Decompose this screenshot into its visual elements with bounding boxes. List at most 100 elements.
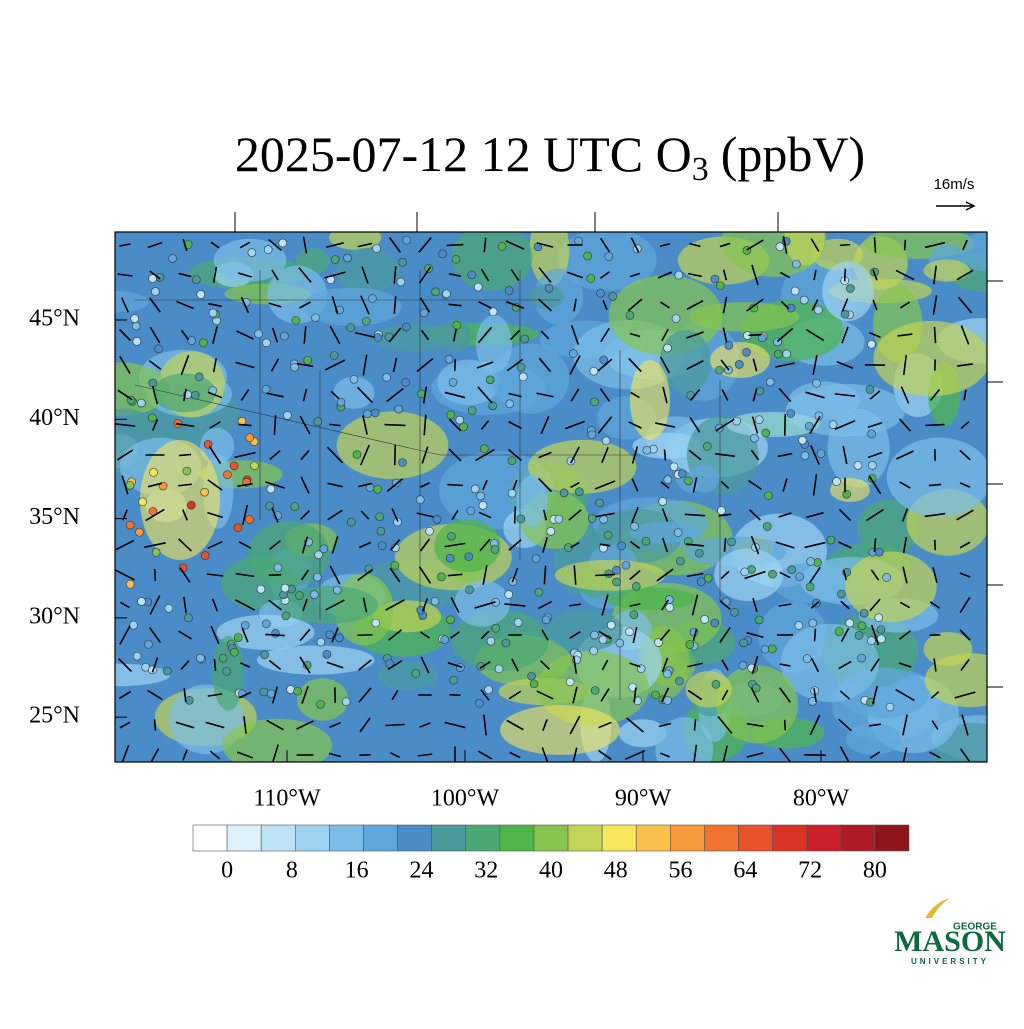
station (230, 648, 238, 656)
lon-label: 80°W (793, 786, 850, 812)
logo: GEORGE MASON UNIVERSITY (894, 898, 1006, 966)
station (764, 492, 772, 500)
colorbar-box (602, 825, 636, 851)
wind-vector (238, 424, 251, 425)
station (687, 391, 695, 399)
station (599, 636, 607, 644)
station (439, 250, 447, 258)
station (675, 271, 683, 279)
colorbar-box (466, 825, 500, 851)
station (858, 622, 866, 630)
station (535, 588, 543, 596)
station (532, 555, 540, 563)
station (597, 289, 605, 297)
station (761, 645, 769, 653)
station (282, 612, 290, 620)
station (717, 507, 725, 515)
field-blob (686, 671, 732, 708)
field-blob (726, 412, 819, 437)
station (283, 411, 291, 419)
station (590, 367, 598, 375)
lon-label: 110°W (253, 786, 321, 812)
station (447, 616, 455, 624)
station (279, 239, 287, 247)
station (877, 635, 885, 643)
station (274, 564, 282, 572)
station (188, 337, 196, 345)
station (337, 398, 345, 406)
station (403, 236, 411, 244)
wind-vector (845, 269, 846, 282)
colorbar-box (773, 825, 807, 851)
station (491, 545, 499, 553)
station (139, 498, 147, 506)
station (433, 515, 441, 523)
station (587, 274, 595, 282)
station (131, 315, 139, 323)
station (199, 339, 207, 347)
station (245, 515, 253, 523)
station (812, 379, 820, 387)
station (251, 462, 259, 470)
station (631, 522, 639, 530)
wind-vector (840, 245, 850, 246)
station (314, 418, 322, 426)
station (787, 410, 795, 418)
station (622, 561, 630, 569)
field-blob (655, 717, 713, 782)
station (555, 515, 563, 523)
station (796, 573, 804, 581)
station (264, 246, 272, 254)
station (695, 549, 703, 557)
station (489, 308, 497, 316)
station (281, 584, 289, 592)
station (731, 608, 739, 616)
lat-label: 35°N (29, 504, 80, 530)
station (480, 445, 488, 453)
colorbar-label: 40 (539, 858, 563, 884)
station (313, 573, 321, 581)
lon-label: 90°W (615, 786, 672, 812)
station (788, 566, 796, 574)
station (835, 628, 843, 636)
station (711, 619, 719, 627)
station (704, 574, 712, 582)
wind-vector (874, 237, 875, 252)
station (854, 461, 862, 469)
station (600, 356, 608, 364)
field-blob (873, 321, 989, 396)
station (519, 373, 527, 381)
station (447, 532, 455, 540)
wind-vector (155, 569, 156, 581)
station (261, 651, 269, 659)
station (465, 586, 473, 594)
station (477, 492, 485, 500)
station (326, 631, 334, 639)
station (333, 586, 341, 594)
station (471, 485, 479, 493)
colorbar-label: 16 (345, 858, 369, 884)
station (475, 699, 483, 707)
station (626, 311, 634, 319)
colorbar-label: 72 (798, 858, 822, 884)
station (672, 315, 680, 323)
station (769, 570, 777, 578)
station (353, 451, 361, 459)
station (486, 376, 494, 384)
station (344, 254, 352, 262)
station (508, 457, 516, 465)
station (144, 640, 152, 648)
station (223, 471, 231, 479)
station (566, 678, 574, 686)
wind-vector (385, 724, 404, 725)
station (169, 255, 177, 263)
lat-label: 45°N (29, 306, 80, 332)
station (867, 340, 875, 348)
field-blob (784, 209, 824, 266)
station (234, 634, 242, 642)
station (262, 385, 270, 393)
station (201, 488, 209, 496)
station (126, 481, 134, 489)
station (485, 686, 493, 694)
station (133, 652, 141, 660)
